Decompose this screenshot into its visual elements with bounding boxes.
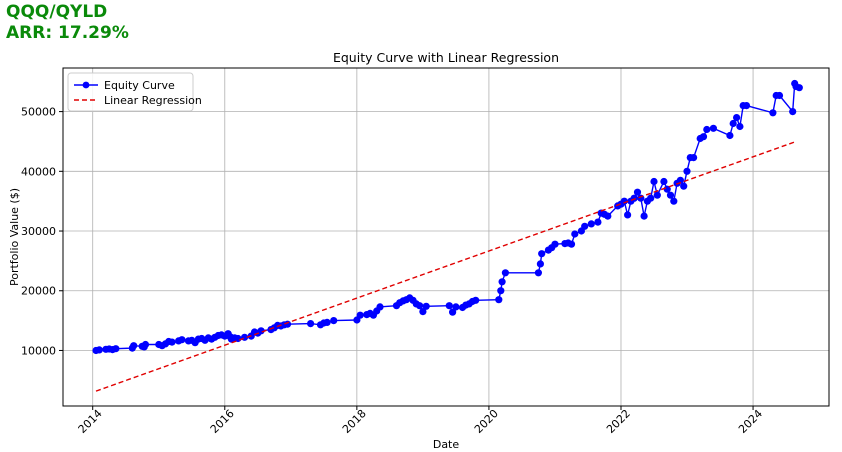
y-tick-label: 30000 xyxy=(21,225,56,238)
equity-curve-point xyxy=(670,197,678,205)
x-axis-label: Date xyxy=(433,438,460,451)
equity-curve-point xyxy=(624,211,632,219)
equity-curve-point xyxy=(130,342,138,350)
equity-curve-point xyxy=(640,212,648,220)
equity-curve-point xyxy=(795,84,803,92)
y-tick-label: 40000 xyxy=(21,165,56,178)
equity-curve-point xyxy=(742,102,751,110)
equity-curve-point xyxy=(330,317,338,325)
equity-curve-point xyxy=(416,302,424,310)
y-tick-label: 50000 xyxy=(21,106,56,119)
chart-title: Equity Curve with Linear Regression xyxy=(333,50,559,65)
equity-curve-point xyxy=(650,177,658,186)
equity-curve-point xyxy=(683,167,691,175)
y-tick-label: 10000 xyxy=(21,344,56,357)
equity-curve-point xyxy=(168,338,176,346)
equity-curve-point xyxy=(536,260,545,268)
linear-regression-line xyxy=(95,140,797,392)
legend-label-linear-regression: Linear Regression xyxy=(104,94,202,107)
equity-curve-point xyxy=(283,320,292,328)
legend: Equity Curve Linear Regression xyxy=(67,72,202,112)
equity-curve-point xyxy=(452,303,460,311)
equity-curve-point xyxy=(323,318,331,326)
equity-curve-point xyxy=(551,240,559,248)
equity-curve-point xyxy=(449,308,457,316)
equity-curve-point xyxy=(680,182,688,190)
equity-curve-point xyxy=(620,197,628,205)
equity-curve-point xyxy=(690,154,698,162)
equity-curve-point xyxy=(587,220,595,228)
equity-curve-point xyxy=(445,302,453,310)
legend-box xyxy=(67,72,194,112)
equity-curve-point xyxy=(709,124,718,132)
equity-curve-line xyxy=(95,83,800,352)
equity-curve-point xyxy=(178,336,186,344)
x-tick-label: 2014 xyxy=(76,407,105,436)
plot-frame xyxy=(62,67,830,407)
equity-curve-point xyxy=(729,119,737,128)
equity-curve-point xyxy=(604,212,612,220)
equity-curve-point xyxy=(726,131,734,140)
x-tick-label: 2018 xyxy=(340,407,369,436)
equity-curve-point xyxy=(95,346,103,354)
equity-curve-point xyxy=(666,191,675,199)
equity-curve-point xyxy=(769,109,777,117)
chart-header: QQQ/QYLD ARR: 17.29% xyxy=(6,2,129,44)
equity-curve-point xyxy=(571,230,579,238)
equity-curve-point xyxy=(660,177,668,186)
x-tick-label: 2022 xyxy=(604,407,633,436)
equity-curve-point xyxy=(699,133,708,141)
axes: 2014 2016 2018 2020 2022 2024 10000 20000 30000 4… xyxy=(21,106,765,436)
equity-curve-point xyxy=(534,269,543,277)
equity-curve-point xyxy=(736,122,744,131)
ticker-label: QQQ/QYLD xyxy=(6,2,108,22)
equity-curve-point xyxy=(419,308,427,316)
equity-curve-point xyxy=(376,303,384,311)
x-tick-label: 2024 xyxy=(736,407,765,436)
equity-curve-point xyxy=(789,108,797,116)
equity-curve-point xyxy=(637,194,645,202)
equity-curve-point xyxy=(676,176,685,184)
equity-curve-point xyxy=(356,311,364,319)
equity-curve-point xyxy=(538,250,546,258)
equity-curve-point xyxy=(141,340,150,349)
equity-curve-point xyxy=(594,218,602,226)
equity-curve-point xyxy=(567,240,576,248)
equity-curve-point xyxy=(647,194,655,202)
equity-curve-point xyxy=(775,91,784,100)
grid-lines xyxy=(63,68,829,406)
legend-label-equity-curve: Equity Curve xyxy=(104,79,175,92)
equity-curve-point xyxy=(498,278,506,286)
equity-curve-point xyxy=(633,188,642,196)
equity-curve-point xyxy=(733,114,741,122)
equity-curve-point xyxy=(307,320,315,328)
equity-curve-point xyxy=(581,222,589,230)
x-tick-label: 2016 xyxy=(208,407,237,436)
y-tick-label: 20000 xyxy=(21,285,56,298)
x-tick-label: 2020 xyxy=(472,407,501,436)
equity-curve-point xyxy=(472,296,480,304)
equity-curve-point xyxy=(703,125,711,134)
equity-curve-point xyxy=(112,345,120,353)
arr-label: ARR: 17.29% xyxy=(6,23,129,43)
equity-curve-point xyxy=(497,287,505,295)
equity-curve-point xyxy=(495,296,503,304)
equity-curve-point xyxy=(257,327,265,335)
legend-marker-equity-curve xyxy=(82,81,90,89)
equity-curve-point xyxy=(501,269,509,277)
y-axis-label: Portfolio Value ($) xyxy=(8,188,21,286)
series-layer xyxy=(92,79,803,392)
equity-curve-point xyxy=(653,191,661,199)
equity-curve-point xyxy=(422,302,430,310)
